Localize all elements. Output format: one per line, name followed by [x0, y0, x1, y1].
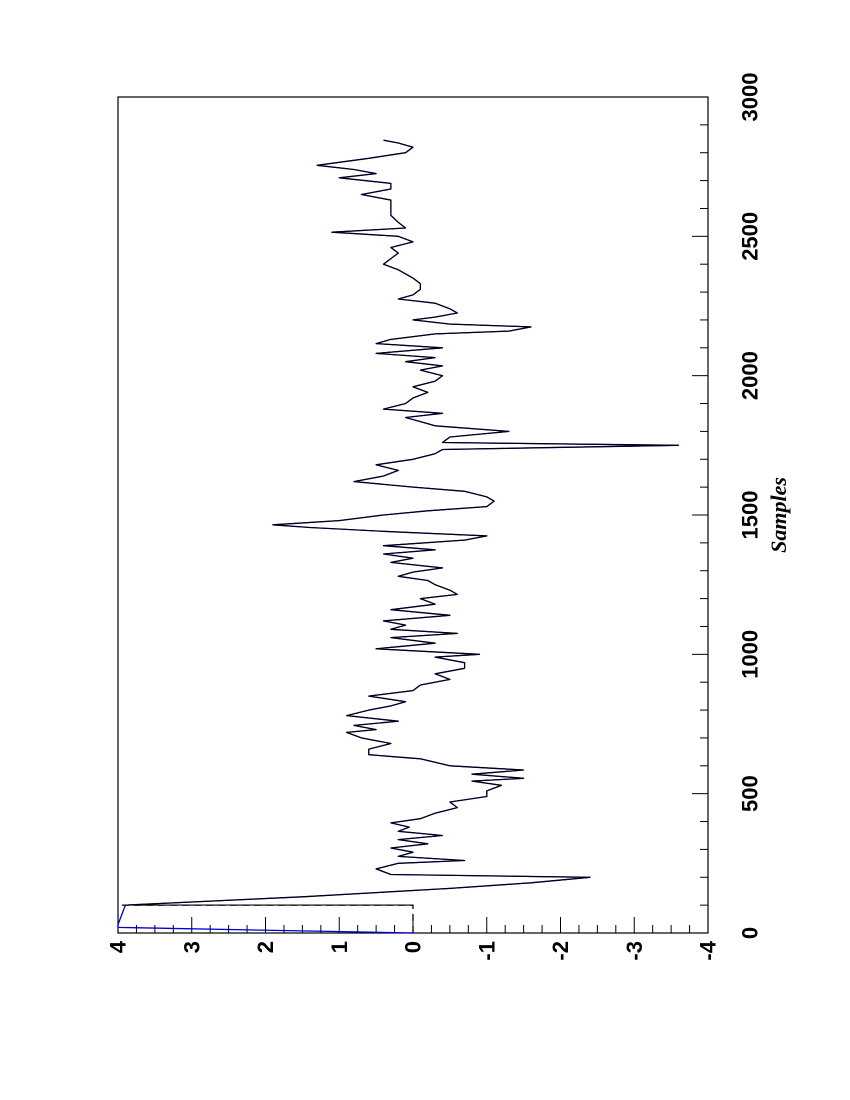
x-tick-label: 1500	[738, 491, 763, 540]
x-tick-label: 0	[738, 927, 763, 939]
x-axis: 0 500 1000 1500 2000 2500 3000	[692, 73, 763, 939]
y-tick-label: -3	[622, 941, 647, 961]
x-tick-label: 3000	[738, 73, 763, 122]
x-axis-title: Samples	[766, 477, 791, 553]
y-tick-label: -2	[548, 941, 573, 961]
plot-frame	[117, 96, 709, 934]
series-line	[124, 139, 680, 906]
y-tick-label: 2	[253, 941, 278, 953]
y-axis: -4 -3 -2 -1 0 1 2 3 4	[106, 917, 721, 961]
y-tick-label: 1	[327, 941, 352, 953]
x-tick-label: 500	[738, 775, 763, 812]
y-tick-label: -1	[474, 941, 499, 961]
series-line	[117, 139, 680, 934]
y-tick-label: 0	[401, 941, 426, 953]
x-tick-label: 2000	[738, 351, 763, 400]
y-tick-label: 3	[179, 941, 204, 953]
x-tick-label: 2500	[738, 212, 763, 261]
series-layer	[117, 139, 680, 934]
x-tick-label: 1000	[738, 630, 763, 679]
y-tick-label: -4	[696, 940, 721, 960]
y-tick-label: 4	[106, 940, 131, 953]
